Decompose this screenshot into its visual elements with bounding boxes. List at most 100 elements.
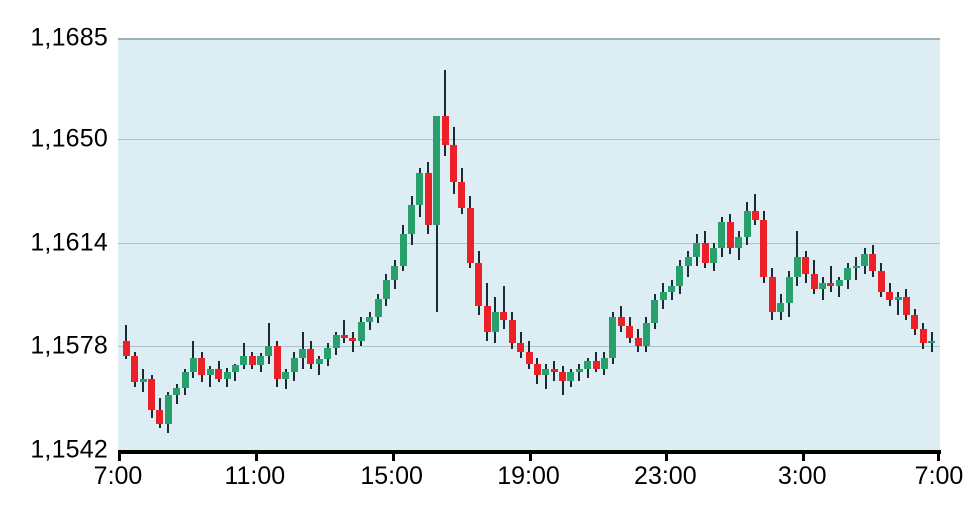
candle-body-bullish	[382, 280, 390, 299]
candle-wick	[821, 277, 824, 301]
candle-body-bearish	[701, 242, 709, 263]
candle-body-bullish	[718, 222, 726, 249]
candle-body-bullish	[676, 265, 684, 286]
plot-area	[118, 38, 940, 450]
x-axis-tick	[254, 450, 258, 461]
candle-body-bullish	[844, 268, 852, 280]
gridline	[118, 138, 940, 140]
candle-body-bearish	[902, 297, 910, 315]
candle-body-bullish	[693, 242, 701, 257]
candle-wick	[209, 366, 212, 387]
candle-body-bearish	[424, 173, 432, 226]
candle-body-bearish	[919, 328, 927, 344]
candle-body-bearish	[626, 326, 634, 338]
candle-body-bullish	[710, 248, 718, 263]
candle-body-bearish	[751, 210, 759, 220]
candle-body-bearish	[617, 317, 625, 327]
candle-body-bearish	[349, 337, 357, 341]
candle-body-bullish	[357, 321, 365, 341]
candle-body-bearish	[550, 369, 558, 373]
candle-body-bullish	[600, 357, 608, 370]
candle-body-bullish	[240, 356, 248, 365]
candle-body-bullish	[684, 256, 692, 266]
candle-wick	[444, 69, 447, 157]
candle-wick	[284, 369, 287, 390]
y-axis: 1,1685 1,1650 1,1614 1,1578 1,1542	[0, 0, 108, 505]
candle-body-bullish	[265, 346, 273, 357]
candle-body-bearish	[827, 282, 835, 286]
x-axis-tick-label: 19:00	[497, 462, 560, 490]
candle-body-bearish	[148, 379, 156, 410]
candle-body-bullish	[777, 303, 785, 312]
candle-wick	[544, 363, 547, 390]
candle-body-bullish	[819, 282, 827, 289]
candle-body-bearish	[911, 314, 919, 329]
candle-body-bearish	[517, 343, 525, 353]
candle-body-bearish	[869, 254, 877, 272]
candle-body-bullish	[391, 265, 399, 280]
candle-body-bearish	[273, 346, 281, 380]
candle-body-bullish	[567, 372, 575, 381]
candle-wick	[351, 331, 354, 353]
candle-body-bearish	[458, 182, 466, 208]
candle-body-bearish	[760, 219, 768, 278]
y-axis-tick-label: 1,1685	[30, 23, 108, 52]
candle-wick	[343, 320, 346, 344]
candle-body-bullish	[257, 356, 265, 365]
candle-body-bullish	[332, 334, 340, 348]
candle-body-bearish	[248, 356, 256, 365]
candle-wick	[242, 343, 245, 370]
x-axis-tick-label: 7:00	[914, 462, 964, 490]
candle-body-bullish	[231, 365, 239, 373]
candle-body-bullish	[223, 372, 231, 380]
candle-body-bullish	[785, 277, 793, 304]
candle-body-bearish	[156, 409, 164, 425]
candle-wick	[578, 363, 581, 381]
candle-body-bearish	[475, 262, 483, 306]
candle-body-bearish	[592, 360, 600, 370]
candle-body-bearish	[307, 349, 315, 364]
candle-body-bullish	[668, 285, 676, 292]
x-axis-tick	[937, 450, 940, 461]
x-axis-tick-label: 7:00	[93, 462, 143, 490]
candle-body-bullish	[416, 173, 424, 206]
candle-body-bullish	[491, 311, 499, 332]
candle-body-bearish	[886, 291, 894, 301]
gridline	[118, 38, 940, 40]
candle-body-bullish	[324, 347, 332, 360]
candle-body-bullish	[793, 256, 801, 278]
x-axis-tick-label: 3:00	[777, 462, 827, 490]
candle-body-bullish	[642, 323, 650, 347]
candle-wick	[838, 277, 841, 298]
candle-body-bullish	[609, 317, 617, 358]
x-axis-tick	[802, 450, 806, 461]
candle-body-bearish	[877, 271, 885, 292]
candle-body-bearish	[525, 352, 533, 364]
candle-body-bearish	[802, 256, 810, 275]
x-axis-tick	[528, 450, 532, 461]
candle-body-bullish	[659, 291, 667, 301]
candle-body-bullish	[408, 205, 416, 234]
candle-body-bullish	[399, 233, 407, 266]
candle-body-bearish	[634, 337, 642, 347]
candle-body-bullish	[894, 297, 902, 301]
candle-body-bullish	[173, 388, 181, 396]
candle-body-bullish	[835, 280, 843, 286]
candle-body-bearish	[198, 357, 206, 376]
x-axis-tick-label: 23:00	[634, 462, 697, 490]
candle-body-bullish	[315, 359, 323, 364]
candle-wick	[754, 193, 757, 226]
candle-wick	[234, 363, 237, 381]
candle-body-bullish	[542, 369, 550, 376]
candle-body-bullish	[189, 357, 197, 373]
candle-body-bearish	[466, 207, 474, 263]
candle-body-bullish	[735, 236, 743, 249]
candle-wick	[855, 256, 858, 280]
candle-body-bullish	[374, 298, 382, 318]
candle-body-bearish	[122, 340, 130, 357]
candle-body-bullish	[861, 254, 868, 266]
candle-body-bullish	[743, 210, 751, 237]
candle-body-bullish	[299, 349, 307, 358]
candle-body-bearish	[726, 222, 734, 249]
